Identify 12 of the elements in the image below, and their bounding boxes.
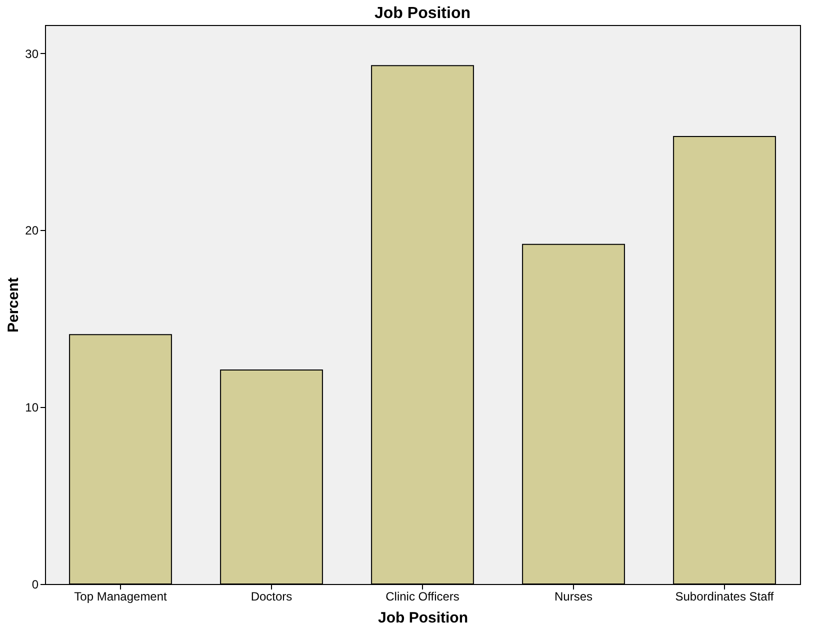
x-axis-title: Job Position bbox=[378, 610, 468, 626]
x-tick-label: Nurses bbox=[554, 590, 593, 604]
y-tick-label: 0 bbox=[32, 578, 39, 592]
y-axis-title: Percent bbox=[5, 277, 22, 333]
chart-title: Job Position bbox=[374, 5, 470, 22]
x-tick-label: Subordinates Staff bbox=[675, 590, 774, 604]
y-tick-label: 30 bbox=[25, 46, 39, 61]
y-tick-label: 20 bbox=[25, 224, 39, 238]
x-tick-label: Top Management bbox=[74, 590, 168, 604]
x-tick-label: Clinic Officers bbox=[386, 590, 460, 604]
y-tick-label: 10 bbox=[25, 400, 39, 415]
x-tick-label: Doctors bbox=[250, 590, 292, 604]
